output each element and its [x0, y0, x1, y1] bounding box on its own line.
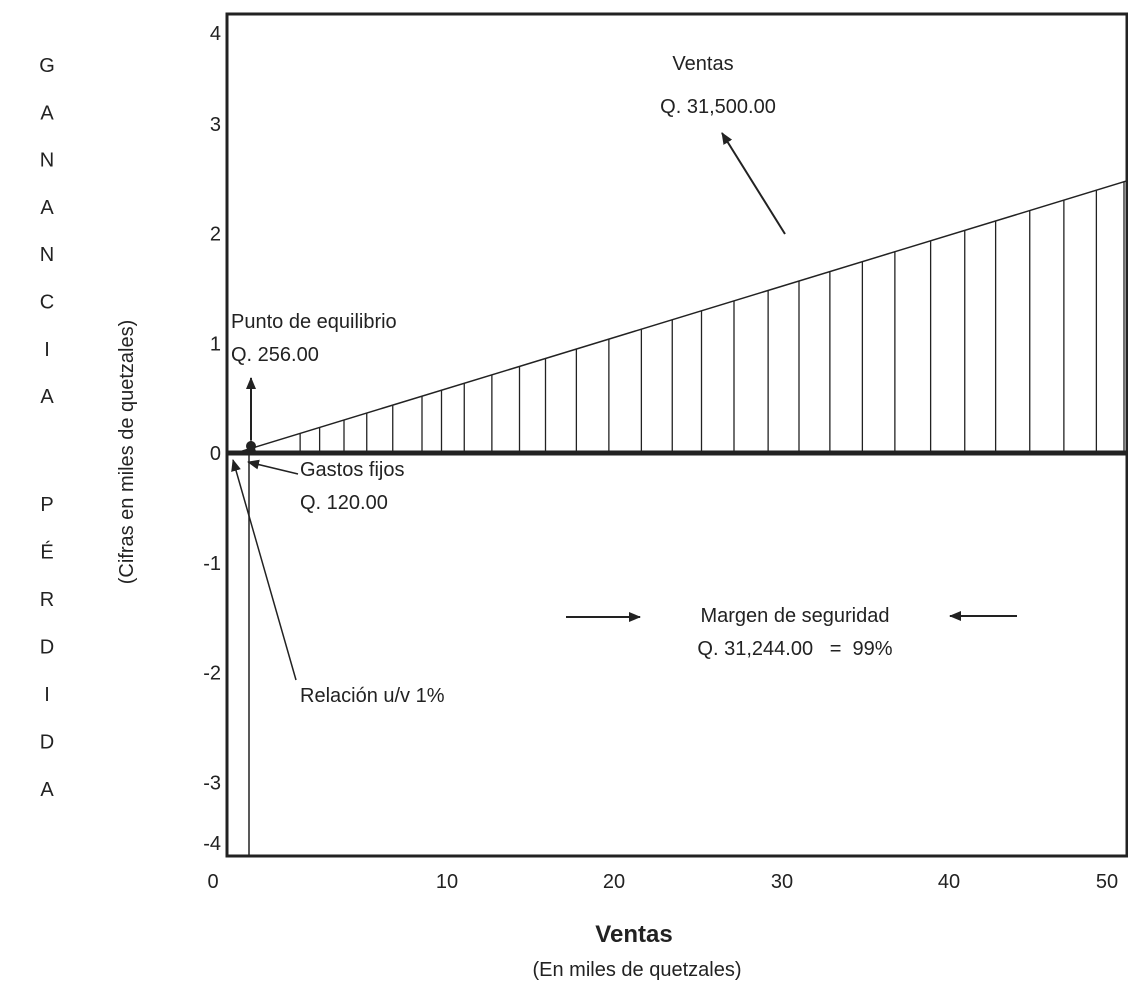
ventas-label: Ventas [672, 53, 733, 75]
y-tick-label: 4 [210, 23, 221, 45]
plot-frame [225, 12, 1128, 858]
relacion-arrow [231, 459, 297, 681]
x-tick-label: 10 [436, 871, 458, 893]
y-tick-label: -1 [203, 553, 221, 575]
side-letter: D [40, 732, 54, 754]
x-tick-label: 40 [938, 871, 960, 893]
y-axis-title: (Cifras en miles de quetzales) [116, 320, 138, 585]
side-letter: N [40, 150, 54, 172]
margen-value: Q. 31,244.00 = 99% [697, 638, 892, 660]
side-letters: G A N A N C I A P É R D I D A [39, 55, 55, 801]
side-letter: C [40, 292, 54, 314]
side-letter: G [39, 55, 55, 77]
y-tick-label: -4 [203, 833, 221, 855]
gastos-value: Q. 120.00 [300, 492, 388, 514]
gastos-label: Gastos fijos [300, 459, 404, 481]
relacion-label: Relación u/v 1% [300, 685, 445, 707]
hatch-lines [299, 181, 1125, 453]
ventas-arrow [721, 132, 786, 235]
side-letter: I [44, 684, 50, 706]
y-tick-label: 0 [210, 443, 221, 465]
side-letter: P [40, 494, 53, 516]
side-letter: É [40, 541, 53, 564]
x-tick-label: 30 [771, 871, 793, 893]
margen-label: Margen de seguridad [700, 605, 889, 627]
breakeven-point [246, 441, 256, 451]
side-letter: R [40, 589, 54, 611]
side-letter: D [40, 637, 54, 659]
side-letter: A [40, 102, 54, 124]
x-tick-label: 50 [1096, 871, 1118, 893]
y-tick-labels: 4 3 2 1 0 -1 -2 -3 -4 [203, 23, 221, 855]
y-tick-label: 1 [210, 333, 221, 355]
x-axis-title: Ventas [595, 921, 672, 948]
x-axis-subtitle: (En miles de quetzales) [533, 959, 742, 981]
x-tick-label: 20 [603, 871, 625, 893]
gastos-arrow [247, 459, 299, 475]
ventas-value: Q. 31,500.00 [660, 96, 776, 118]
y-tick-label: -2 [203, 663, 221, 685]
side-letter: N [40, 244, 54, 266]
x-tick-label: 0 [207, 871, 218, 893]
y-tick-label: -3 [203, 772, 221, 794]
y-tick-label: 3 [210, 114, 221, 136]
y-tick-label: 2 [210, 224, 221, 246]
side-letter: I [44, 339, 50, 361]
equilibrio-value: Q. 256.00 [231, 344, 319, 366]
x-tick-labels: 0 10 20 30 40 50 [207, 871, 1118, 893]
side-letter: A [40, 779, 54, 801]
equilibrio-label: Punto de equilibrio [231, 311, 397, 333]
side-letter: A [40, 197, 54, 219]
side-letter: A [40, 386, 54, 408]
ventas-line [235, 180, 1128, 454]
